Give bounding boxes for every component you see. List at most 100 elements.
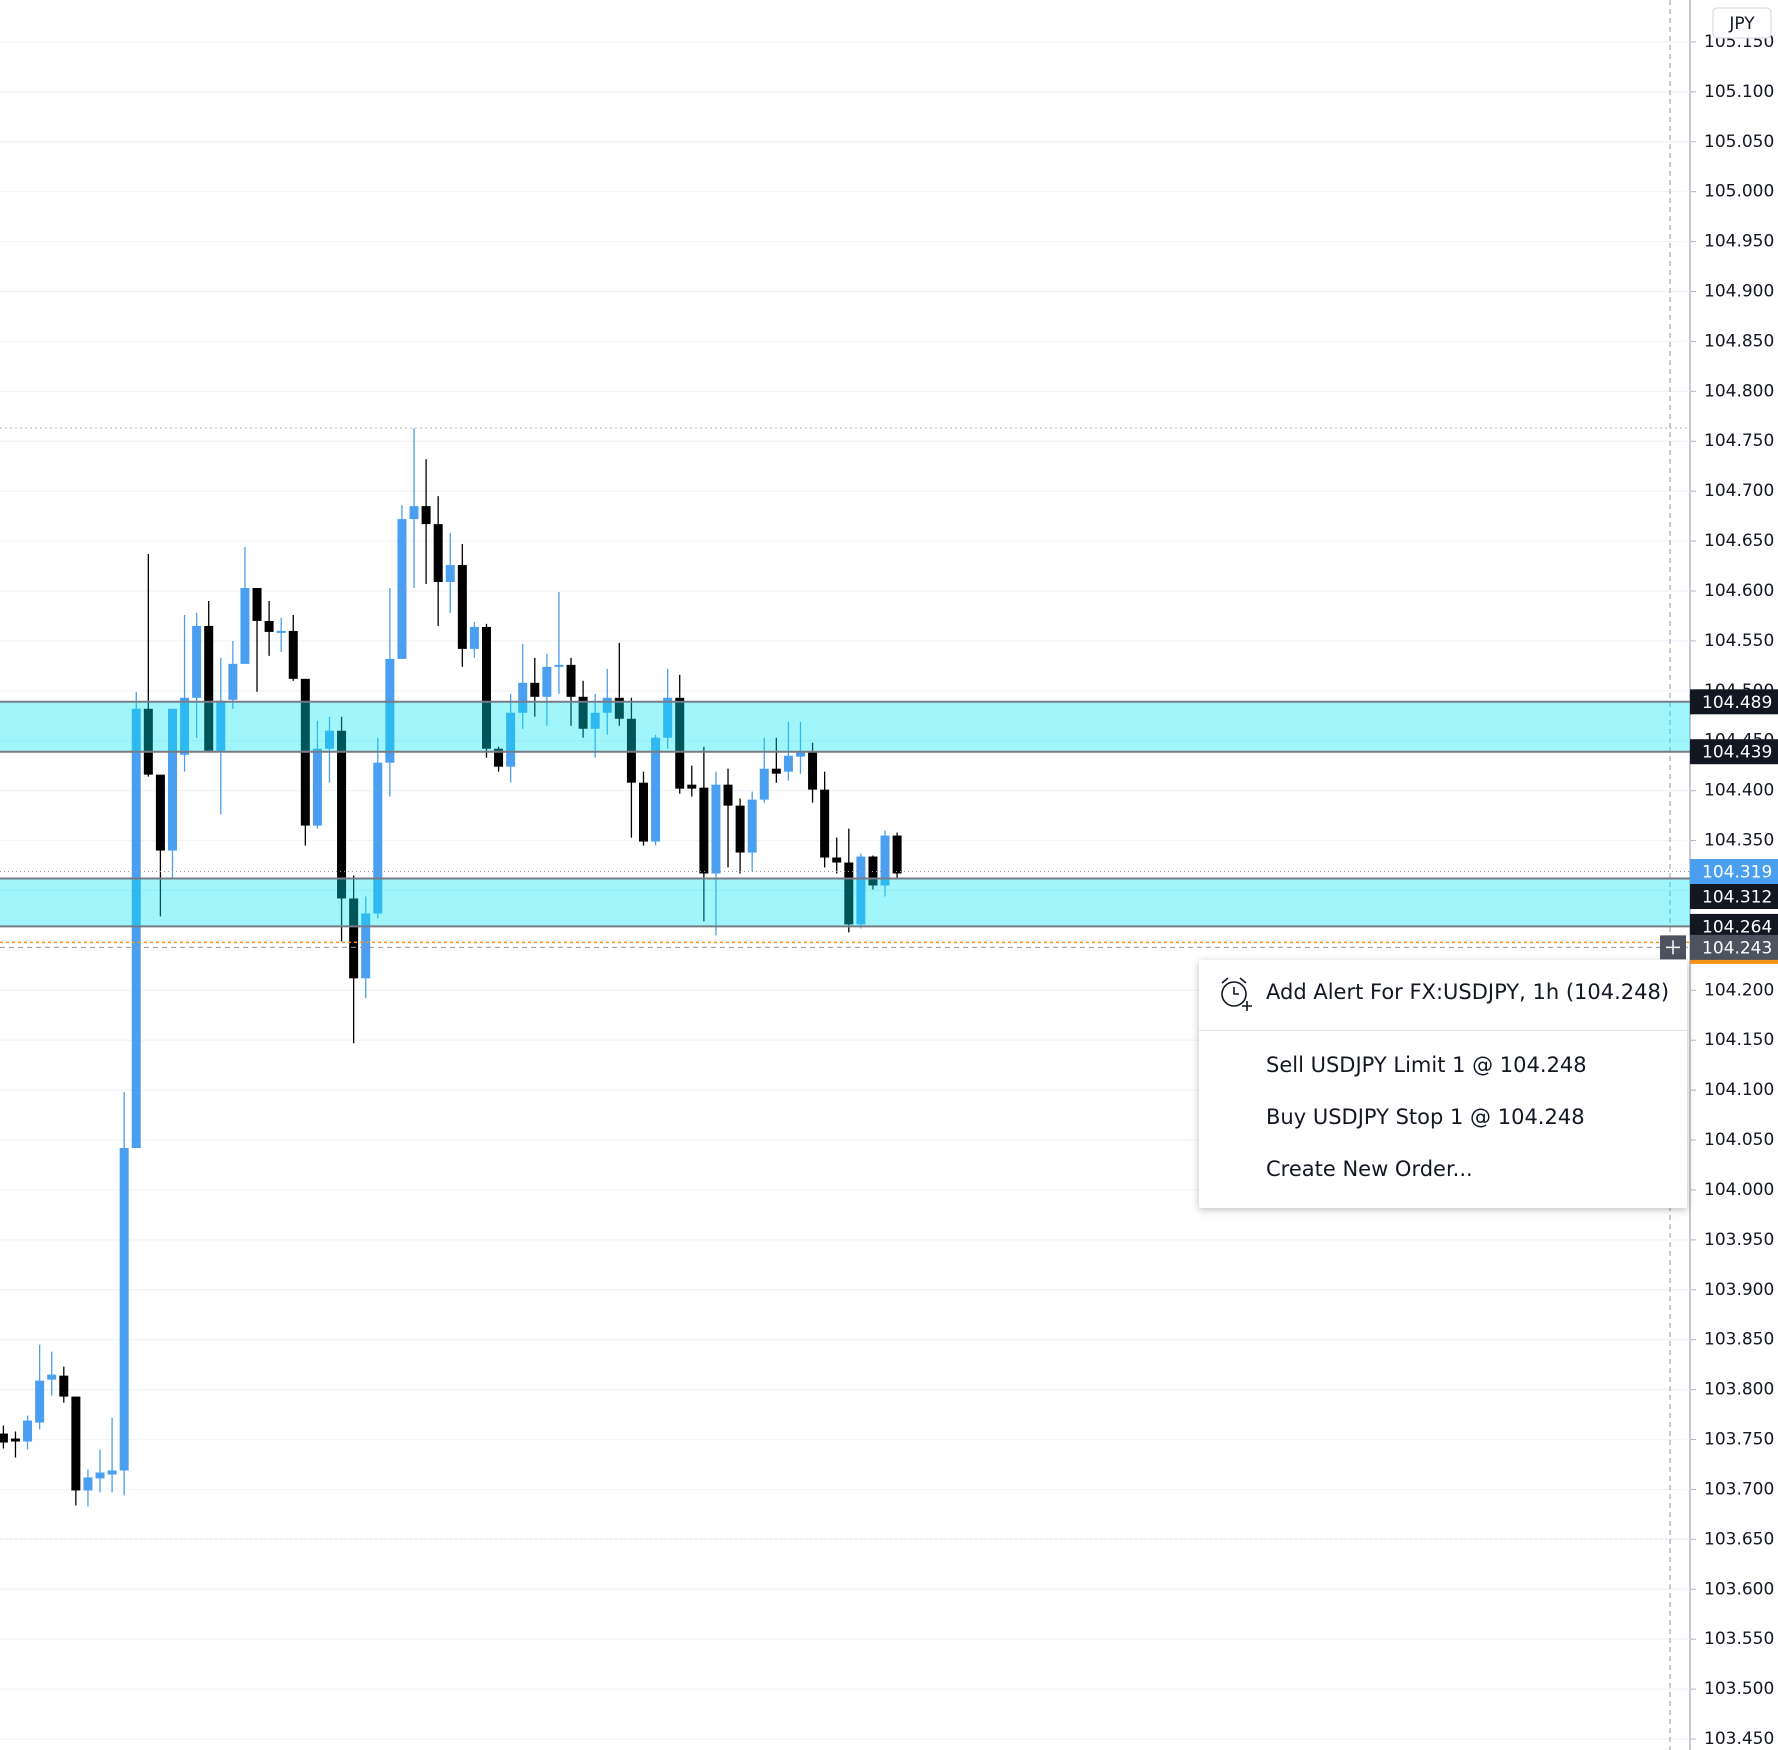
- y-tick-label: 103.450: [1704, 1729, 1774, 1749]
- candle-body: [554, 664, 564, 667]
- candle-body: [445, 565, 455, 583]
- zone: [0, 701, 1690, 752]
- candle-body: [699, 787, 709, 874]
- candle-body: [10, 1438, 20, 1442]
- price-tag: [1690, 689, 1778, 715]
- candle-body: [735, 805, 745, 853]
- menu-item[interactable]: Add Alert For FX:USDJPY, 1h (104.248): [1266, 980, 1670, 1004]
- candle-body: [324, 730, 334, 749]
- candle-body: [578, 696, 588, 729]
- y-tick-label: 104.150: [1704, 1030, 1774, 1050]
- candle-body: [276, 630, 286, 633]
- candle-body: [856, 856, 866, 925]
- context-menu: Add Alert For FX:USDJPY, 1h (104.248) Se…: [1199, 960, 1687, 1208]
- crosshair-plus-button[interactable]: [1660, 935, 1686, 960]
- candle-body: [337, 730, 347, 899]
- candle-body: [469, 626, 479, 649]
- candle-body: [844, 862, 854, 925]
- candle-body: [167, 708, 177, 851]
- candle-body: [433, 524, 443, 583]
- candle-body: [566, 664, 576, 697]
- candle-body: [288, 630, 298, 679]
- y-tick-label: 104.750: [1704, 431, 1774, 451]
- candle-body: [107, 1470, 117, 1475]
- price-tag-label: 104.319: [1702, 863, 1772, 883]
- y-tick-label: 104.400: [1704, 781, 1774, 801]
- candle-body: [723, 784, 733, 806]
- candle-body: [675, 697, 685, 789]
- candle-body: [373, 762, 383, 914]
- candle-body: [711, 784, 721, 874]
- plus-icon: [1666, 940, 1680, 955]
- candle-body: [892, 835, 902, 874]
- menu-separator: [1199, 1030, 1687, 1031]
- y-tick-label: 103.600: [1704, 1579, 1774, 1599]
- candle-body: [602, 697, 612, 713]
- currency-box[interactable]: [1712, 7, 1772, 39]
- candle-body: [83, 1477, 93, 1491]
- candle-body: [494, 748, 504, 767]
- candle-body: [663, 697, 673, 738]
- candle-body: [23, 1420, 33, 1442]
- y-tick-label: 104.550: [1704, 631, 1774, 651]
- y-tick-label: 103.700: [1704, 1479, 1774, 1499]
- candle-body: [216, 700, 226, 751]
- candle-body: [59, 1375, 69, 1397]
- candle-body: [880, 835, 890, 886]
- y-tick-label: 104.850: [1704, 331, 1774, 351]
- alarm-icon: [1221, 977, 1252, 1011]
- candle-body: [771, 768, 781, 774]
- candle-body: [312, 748, 322, 826]
- candle-body: [457, 565, 467, 649]
- candle-body: [35, 1380, 45, 1423]
- candle-body: [795, 751, 805, 757]
- candle-body: [119, 1148, 129, 1471]
- currency-label: JPY: [1728, 14, 1755, 34]
- candle-body: [820, 789, 830, 858]
- y-tick-label: 103.750: [1704, 1430, 1774, 1450]
- candle-body: [530, 682, 540, 697]
- y-tick-label: 105.100: [1704, 82, 1774, 102]
- y-tick-label: 103.550: [1704, 1629, 1774, 1649]
- candle-body: [409, 506, 419, 520]
- price-tag-label: 104.312: [1702, 888, 1772, 908]
- menu-item[interactable]: Buy USDJPY Stop 1 @ 104.248: [1266, 1105, 1585, 1129]
- candle-body: [264, 620, 274, 632]
- y-tick-label: 105.050: [1704, 132, 1774, 152]
- y-tick-label: 104.050: [1704, 1130, 1774, 1150]
- candle-body: [349, 898, 359, 979]
- grid: [0, 41, 1690, 1740]
- candle-body: [95, 1472, 105, 1479]
- candle-body: [542, 666, 552, 697]
- price-tag: [1690, 739, 1778, 765]
- price-tag-label: 104.489: [1702, 693, 1772, 713]
- y-tick-label: 103.500: [1704, 1679, 1774, 1699]
- candles: [0, 428, 902, 1507]
- y-tick-label: 103.650: [1704, 1529, 1774, 1549]
- y-tick-label: 103.850: [1704, 1330, 1774, 1350]
- candle-body: [759, 768, 769, 800]
- candle-body: [192, 625, 202, 698]
- candle-body: [687, 784, 697, 789]
- candle-body: [252, 587, 262, 621]
- candle-body: [747, 799, 757, 853]
- candle-body: [651, 737, 661, 842]
- candle-body: [180, 697, 190, 755]
- y-tick-label: 104.200: [1704, 980, 1774, 1000]
- y-tick-label: 104.800: [1704, 381, 1774, 401]
- candle-body: [240, 587, 250, 664]
- menu-item[interactable]: Create New Order...: [1266, 1157, 1473, 1181]
- candle-body: [361, 913, 371, 979]
- candle-body: [143, 708, 153, 775]
- y-tick-label: 104.650: [1704, 531, 1774, 551]
- menu-item[interactable]: Sell USDJPY Limit 1 @ 104.248: [1266, 1053, 1587, 1077]
- price-tag: [1690, 859, 1778, 885]
- crosshair-tag: [1690, 934, 1778, 960]
- price-tag-label: 104.439: [1702, 743, 1772, 763]
- candle-body: [71, 1396, 81, 1491]
- candle-body: [131, 708, 141, 1149]
- zone: [0, 878, 1690, 927]
- y-tick-label: 104.700: [1704, 481, 1774, 501]
- y-tick-label: 104.000: [1704, 1180, 1774, 1200]
